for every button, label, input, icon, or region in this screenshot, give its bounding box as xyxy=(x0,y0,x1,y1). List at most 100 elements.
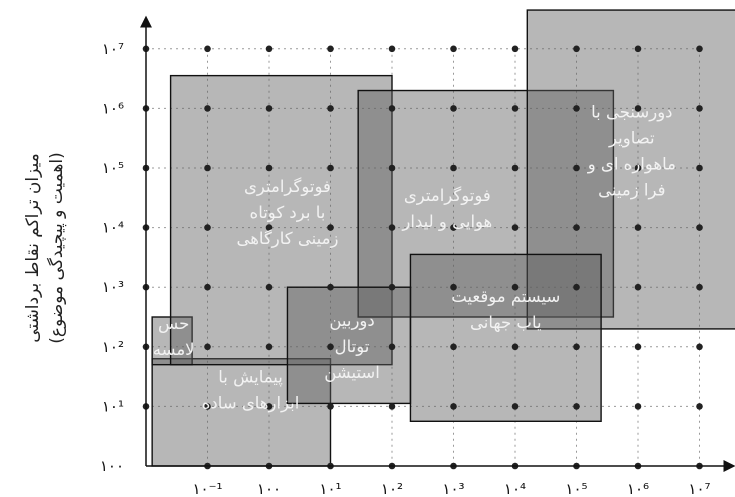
grid-point xyxy=(265,45,273,53)
x-tick-label: ۱۰¹ xyxy=(319,480,341,497)
grid-point xyxy=(204,105,211,112)
grid-point xyxy=(450,45,457,53)
grid-point xyxy=(696,224,703,231)
grid-point xyxy=(450,105,457,112)
region-label-line: لامسه xyxy=(153,340,195,359)
region-label-line: تصاویر xyxy=(608,128,655,148)
grid-point xyxy=(511,105,519,112)
region-simple-tools xyxy=(151,358,332,467)
region-label-line: دورسنجی با xyxy=(591,102,672,122)
grid-point xyxy=(327,105,334,112)
region-remote-sensing xyxy=(526,9,735,330)
x-tick-label: ۱۰۰ xyxy=(257,480,281,497)
grid xyxy=(146,48,700,466)
grid-point xyxy=(388,45,396,53)
region-label-gps: سیستم موقعیت یاب جهانی xyxy=(451,287,560,333)
grid-point xyxy=(573,164,580,172)
y-tick-label: ۱۰⁵ xyxy=(102,159,124,177)
grid-point xyxy=(696,343,703,351)
grid-point xyxy=(265,343,273,351)
grid-point xyxy=(327,164,334,172)
grid-point xyxy=(265,403,273,410)
y-tick-label: ۱۰⁷ xyxy=(102,40,124,58)
grid-point xyxy=(696,283,703,291)
grid-point xyxy=(573,105,580,112)
grid-point xyxy=(511,403,519,410)
grid-point xyxy=(265,283,273,291)
grid-point xyxy=(204,224,211,231)
y-tick-label: ۱۰¹ xyxy=(102,397,124,415)
grid-point xyxy=(511,224,519,231)
grid-point xyxy=(204,403,211,410)
grid-point xyxy=(634,403,642,410)
region-labels: پیمایش با ابزارهای ساده حس لامسه فوتوگرامتری… xyxy=(153,102,676,413)
grid-point xyxy=(696,105,703,112)
region-label-line: فوتوگرامتری xyxy=(244,177,331,197)
grid-point xyxy=(388,164,396,172)
grid-point xyxy=(265,164,273,172)
grid-point xyxy=(327,224,334,231)
grid-point xyxy=(573,403,580,410)
grid-point xyxy=(327,343,334,351)
region-label-remote-sensing: دورسنجی با تصاویر ماهواره ای و فرا زمینی xyxy=(587,102,676,200)
grid-point xyxy=(265,105,273,112)
y-axis-label-line1: میزان تراکم نقاط برداشتی xyxy=(23,153,43,343)
region-label-line: توتال xyxy=(335,337,370,357)
y-tick-label: ۱۰⁶ xyxy=(102,99,124,117)
region-touch xyxy=(151,316,193,366)
y-tick-label: ۱۰² xyxy=(102,338,124,356)
x-tick-label: ۱۰⁶ xyxy=(627,480,649,497)
x-tick-label: ۱۰⁵ xyxy=(565,480,587,497)
grid-point xyxy=(573,224,580,231)
grid-point xyxy=(204,343,211,351)
grid-point xyxy=(634,224,642,231)
region-gps xyxy=(409,253,602,423)
axes xyxy=(140,15,735,472)
grid-point xyxy=(573,45,580,53)
grid-point xyxy=(265,224,273,231)
grid-point xyxy=(450,403,457,410)
grid-point xyxy=(450,164,457,172)
regions xyxy=(151,9,735,467)
region-label-line: پیمایش با xyxy=(218,368,283,388)
grid-point xyxy=(450,283,457,291)
grid-point xyxy=(388,343,396,351)
grid-point xyxy=(204,164,211,172)
grid-point xyxy=(634,164,642,172)
grid-point xyxy=(204,45,211,53)
grid-point xyxy=(634,105,642,112)
region-label-line: ماهواره ای و xyxy=(587,154,676,174)
region-close-range-photogrammetry xyxy=(169,74,393,366)
region-label-aerial-photogrammetry-lidar: فوتوگرامتری هوایی و لیدار xyxy=(401,186,492,232)
y-axis-label-line2: (اهمیت و پیچیدگی موضوع) xyxy=(47,152,67,344)
y-tick-label: ۱۰³ xyxy=(102,278,124,296)
grid-points xyxy=(142,45,703,470)
region-label-line: هوایی و لیدار xyxy=(401,212,492,232)
region-label-line: فرا زمینی xyxy=(598,180,665,200)
x-tick-label: ۱۰⁴ xyxy=(504,480,526,497)
grid-point xyxy=(634,343,642,351)
grid-point xyxy=(388,283,396,291)
grid-point xyxy=(511,164,519,172)
region-aerial-photogrammetry-lidar xyxy=(357,89,615,318)
x-tick-labels: ۱۰⁻¹ ۱۰۰ ۱۰¹ ۱۰² ۱۰³ ۱۰⁴ ۱۰⁵ ۱۰⁶ ۱۰⁷ xyxy=(192,480,710,497)
grid-point xyxy=(511,45,519,53)
grid-point xyxy=(511,343,519,351)
x-tick-label: ۱۰² xyxy=(381,480,403,497)
region-label-close-range-photogrammetry: فوتوگرامتری با برد کوتاه زمینی کارگاهی xyxy=(236,177,338,249)
grid-point xyxy=(327,45,334,53)
grid-point xyxy=(696,164,703,172)
region-label-line: دوربین xyxy=(329,311,374,331)
grid-point xyxy=(450,343,457,351)
x-tick-label: ۱۰⁷ xyxy=(688,480,710,497)
y-tick-label: ۱۰۰ xyxy=(100,457,124,475)
grid-point xyxy=(327,403,334,410)
region-label-line: استیشن xyxy=(324,363,380,382)
x-tick-label: ۱۰⁻¹ xyxy=(192,480,222,497)
region-label-line: ابزارهای ساده xyxy=(202,394,300,414)
grid-point xyxy=(388,403,396,410)
grid-point xyxy=(634,283,642,291)
grid-point xyxy=(327,283,334,291)
region-label-touch: حس لامسه xyxy=(153,314,195,359)
